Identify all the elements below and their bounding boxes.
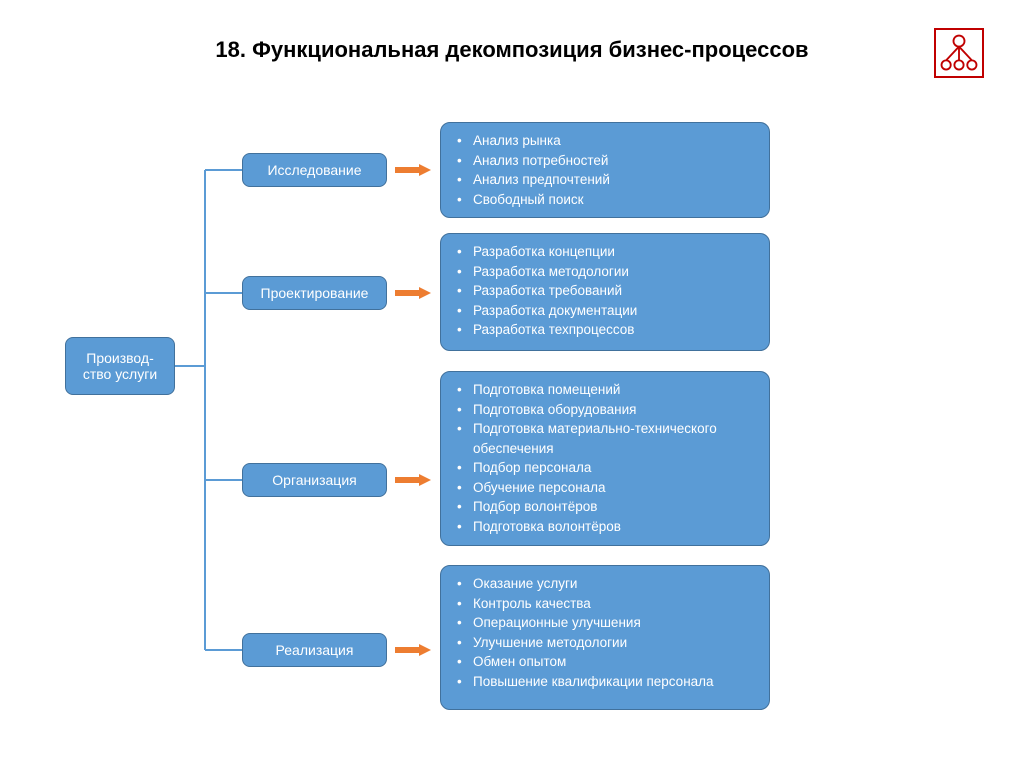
root-box: Производ- ство услуги [65,337,175,395]
detail-item: Свободный поиск [455,190,759,210]
connector-line [205,292,242,294]
connector-line [205,649,242,651]
arrow-icon [395,287,431,299]
detail-item: Улучшение методологии [455,633,759,653]
connector-line [205,169,242,171]
detail-item: Разработка документации [455,301,759,321]
arrow-icon [395,644,431,656]
detail-item: Подготовка материально-технического обес… [455,419,759,458]
detail-item: Анализ рынка [455,131,759,151]
detail-item: Разработка концепции [455,242,759,262]
detail-item: Разработка требований [455,281,759,301]
diagram-canvas: Производ- ство услуги Исследование Анализ … [0,115,1024,755]
connector-line [204,170,206,650]
detail-item: Повышение квалификации персонала [455,672,759,692]
arrow-icon [395,474,431,486]
detail-item: Подбор персонала [455,458,759,478]
stage-box: Организация [242,463,387,497]
connector-line [205,479,242,481]
stage-box: Исследование [242,153,387,187]
detail-item: Анализ потребностей [455,151,759,171]
arrow-icon [395,164,431,176]
stage-box: Проектирование [242,276,387,310]
detail-item: Разработка методологии [455,262,759,282]
detail-item: Подготовка оборудования [455,400,759,420]
stage-box: Реализация [242,633,387,667]
details-box: Разработка концепцииРазработка методолог… [440,233,770,351]
detail-item: Подбор волонтёров [455,497,759,517]
detail-item: Контроль качества [455,594,759,614]
detail-item: Обучение персонала [455,478,759,498]
detail-item: Подготовка волонтёров [455,517,759,537]
details-box: Подготовка помещенийПодготовка оборудова… [440,371,770,546]
detail-item: Обмен опытом [455,652,759,672]
tree-icon [934,28,984,78]
detail-item: Анализ предпочтений [455,170,759,190]
details-box: Анализ рынкаАнализ потребностейАнализ пр… [440,122,770,218]
connector-line [175,365,205,367]
detail-item: Операционные улучшения [455,613,759,633]
detail-item: Подготовка помещений [455,380,759,400]
detail-item: Оказание услуги [455,574,759,594]
details-box: Оказание услугиКонтроль качестваОперацио… [440,565,770,710]
detail-item: Разработка техпроцессов [455,320,759,340]
page-title: 18. Функциональная декомпозиция бизнес-п… [0,36,1024,65]
